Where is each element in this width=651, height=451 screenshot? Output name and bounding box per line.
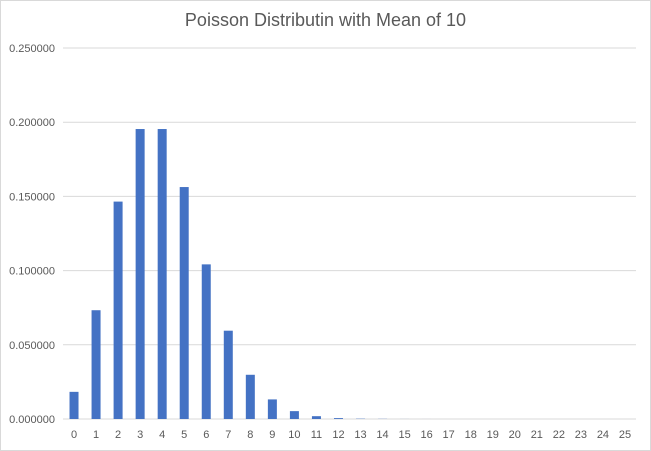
bar [179, 187, 189, 419]
bar [289, 411, 299, 419]
y-tick-labels: 0.000000 0.050000 0.100000 0.150000 0.200000… [9, 43, 55, 426]
y-tick-label: 0.100000 [9, 266, 55, 278]
bar [223, 330, 233, 419]
x-tick-label: 24 [597, 429, 609, 441]
bar [113, 201, 123, 419]
x-tick-label: 15 [398, 429, 410, 441]
x-tick-label: 5 [181, 429, 187, 441]
x-tick-label: 19 [487, 429, 499, 441]
bar [69, 391, 79, 419]
x-tick-labels: 0 1 2 3 4 5 6 7 8 9 10 11 12 13 14 15 16 17 18 19 20 21 22 23 24… [71, 429, 631, 441]
x-tick-label: 14 [376, 429, 388, 441]
bar [267, 399, 277, 419]
x-tick-label: 25 [619, 429, 631, 441]
bars [69, 129, 498, 419]
x-tick-label: 2 [115, 429, 121, 441]
x-tick-label: 8 [247, 429, 253, 441]
x-tick-label: 16 [421, 429, 433, 441]
y-tick-label: 0.150000 [9, 191, 55, 203]
y-tick-label: 0.200000 [9, 117, 55, 129]
chart-title: Poisson Distributin with Mean of 10 [184, 10, 467, 30]
x-tick-label: 3 [137, 429, 143, 441]
bar [311, 416, 321, 419]
y-tick-label: 0.250000 [9, 43, 55, 55]
x-tick-label: 9 [269, 429, 275, 441]
bar [135, 129, 145, 419]
y-tick-label: 0.000000 [9, 414, 55, 426]
x-tick-label: 7 [225, 429, 231, 441]
x-tick-label: 4 [159, 429, 165, 441]
x-tick-label: 1 [93, 429, 99, 441]
y-tick-label: 0.050000 [9, 340, 55, 352]
x-tick-label: 6 [203, 429, 209, 441]
x-tick-label: 17 [443, 429, 455, 441]
bar [91, 310, 101, 419]
x-tick-label: 20 [509, 429, 521, 441]
x-tick-label: 22 [553, 429, 565, 441]
x-tick-label: 13 [354, 429, 366, 441]
x-tick-label: 21 [531, 429, 543, 441]
x-tick-label: 23 [575, 429, 587, 441]
bar [157, 129, 167, 419]
x-tick-label: 11 [311, 429, 322, 441]
x-tick-label: 10 [288, 429, 300, 441]
x-tick-label: 18 [465, 429, 477, 441]
bar [245, 374, 255, 419]
bar [201, 264, 211, 419]
gridlines [63, 47, 636, 420]
x-tick-label: 12 [332, 429, 344, 441]
x-tick-label: 0 [71, 429, 77, 441]
bar [333, 418, 343, 419]
